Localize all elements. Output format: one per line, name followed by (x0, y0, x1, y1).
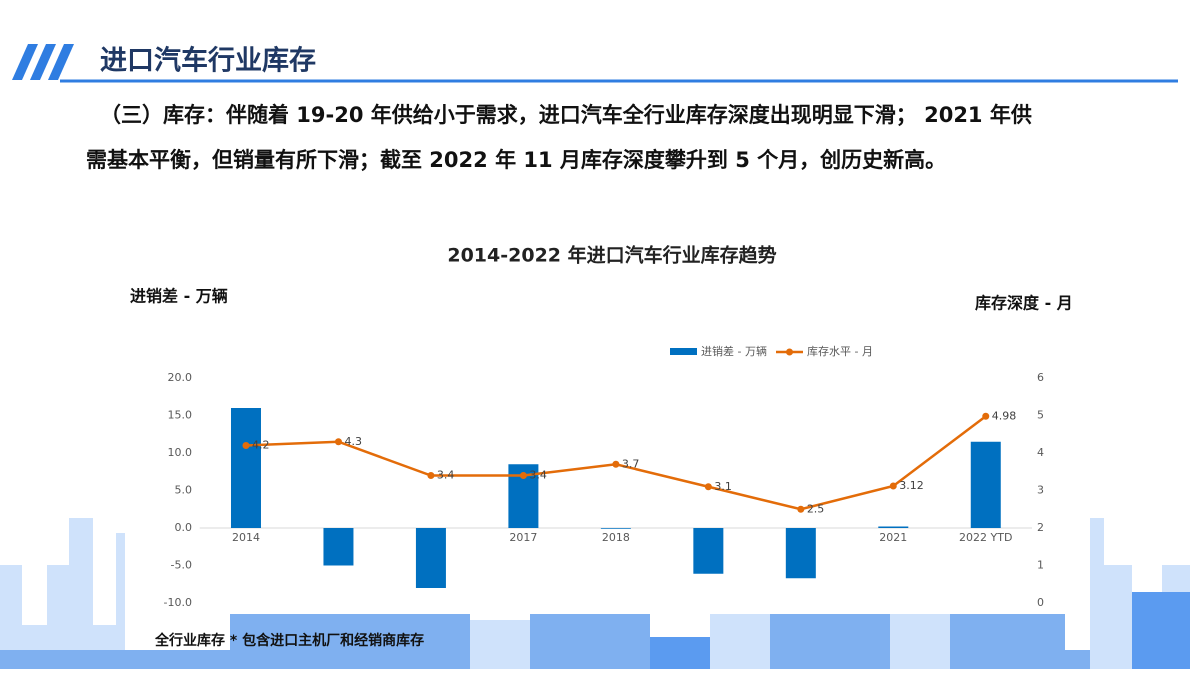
x-tick-label: 2017 (509, 531, 537, 544)
footnote: 全行业库存 * 包含进口主机厂和经销商库存 (154, 632, 424, 649)
data-label: 3.1 (714, 480, 732, 493)
y-tick-label: 5.0 (175, 484, 193, 497)
line-marker (797, 505, 805, 513)
line-marker (519, 472, 527, 479)
y-tick-label: 0.0 (175, 521, 193, 534)
line-marker (704, 483, 712, 491)
bar (693, 528, 724, 574)
data-label: 4.3 (344, 435, 362, 448)
y2-tick-label: 5 (1037, 409, 1044, 422)
y-tick-label: 20.0 (168, 371, 193, 384)
legend-swatch (786, 348, 793, 356)
y2-axis-label: 库存深度 - 月 (975, 294, 1073, 313)
header-stripes (12, 44, 74, 80)
legend-swatch (670, 348, 697, 355)
line-marker (242, 442, 250, 449)
y-tick-label: -10.0 (164, 596, 192, 609)
x-tick-label: 2014 (232, 531, 260, 544)
y2-tick-label: 2 (1037, 521, 1044, 534)
y2-tick-label: 6 (1037, 371, 1044, 384)
y2-tick-label: 3 (1037, 484, 1044, 497)
data-label: 4.2 (252, 439, 270, 452)
line-marker (427, 472, 435, 479)
body-text: 需基本平衡，但销量有所下滑；截至 2022 年 11 月库存深度攀升到 5 个月… (86, 148, 946, 172)
bar (878, 526, 909, 528)
line-marker (612, 460, 620, 468)
bar (600, 528, 631, 529)
x-tick-label: 2021 (879, 531, 907, 544)
header-title: 进口汽车行业库存 (100, 45, 316, 77)
x-tick-label: 2018 (602, 531, 630, 544)
bar (230, 408, 261, 528)
bar (323, 528, 354, 566)
data-label: 3.4 (437, 469, 455, 482)
legend-label: 进销差 - 万辆 (701, 344, 767, 358)
data-label: 3.4 (529, 469, 547, 482)
y2-tick-label: 0 (1037, 596, 1044, 609)
x-tick-label: 2022 YTD (959, 531, 1012, 544)
body-text: （三）库存：伴随着 19-20 年供给小于需求，进口汽车全行业库存深度出现明显下… (100, 103, 1032, 127)
y-tick-label: 15.0 (168, 409, 193, 422)
y2-tick-label: 4 (1037, 446, 1044, 459)
legend-label: 库存水平 - 月 (807, 344, 873, 358)
data-label: 4.98 (992, 409, 1017, 422)
bar (415, 528, 446, 588)
bar (970, 441, 1001, 528)
line-marker (334, 438, 342, 446)
line-marker (889, 482, 897, 490)
skyline-decoration (0, 518, 1190, 669)
y2-tick-label: 1 (1037, 559, 1044, 572)
y-tick-label: -5.0 (171, 559, 192, 572)
y-axis-label: 进销差 - 万辆 (130, 287, 228, 306)
y-tick-label: 10.0 (168, 446, 193, 459)
data-label: 3.7 (622, 457, 640, 470)
line-marker (982, 412, 990, 420)
data-label: 2.5 (807, 502, 825, 515)
bar (785, 528, 816, 579)
data-label: 3.12 (899, 479, 924, 492)
chart-title: 2014-2022 年进口汽车行业库存趋势 (447, 244, 776, 267)
